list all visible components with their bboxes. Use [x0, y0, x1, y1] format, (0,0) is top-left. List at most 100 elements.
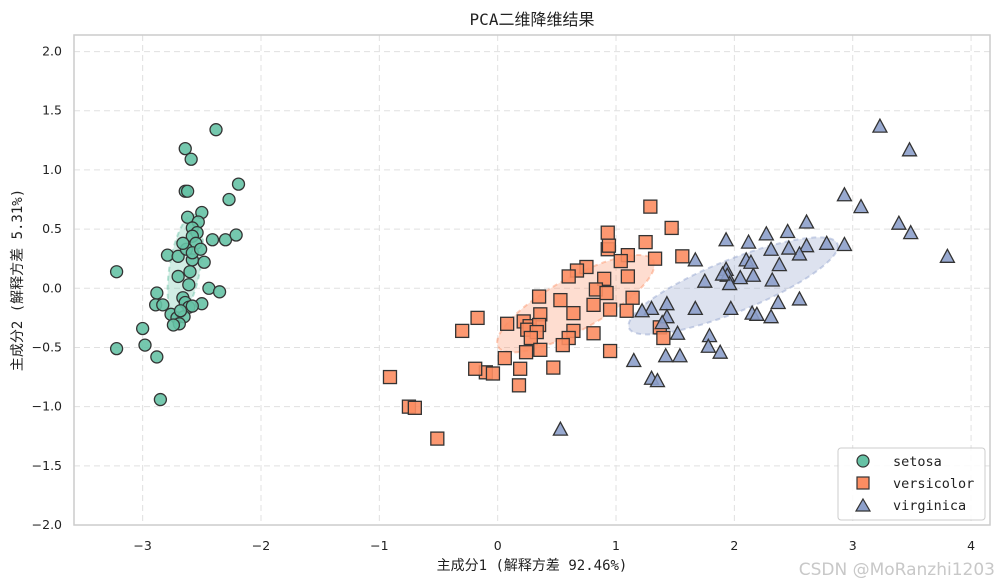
triangle-marker-icon [854, 497, 872, 512]
data-point [656, 330, 671, 346]
data-point [601, 238, 617, 253]
data-point [798, 213, 815, 229]
x-tick-label: −2 [252, 538, 270, 553]
data-point [511, 378, 527, 393]
data-point [109, 265, 124, 279]
data-point [602, 302, 618, 317]
data-point [740, 233, 757, 249]
data-point [468, 361, 483, 376]
data-point [721, 275, 738, 291]
data-point [901, 141, 918, 157]
data-point [407, 400, 422, 415]
data-point [647, 251, 663, 266]
data-point [586, 297, 601, 313]
data-point [798, 237, 815, 253]
data-point [643, 199, 658, 214]
data-point [669, 324, 686, 340]
x-tick-label: −1 [370, 538, 388, 553]
legend-item-versicolor: versicolor [856, 476, 974, 492]
data-point [430, 431, 445, 446]
y-tick-label: −1.5 [32, 458, 62, 473]
y-tick-label: 0.5 [42, 221, 62, 236]
data-point [166, 318, 181, 332]
data-point [561, 269, 576, 284]
data-point [566, 305, 581, 321]
data-point [197, 255, 211, 269]
legend: setosa versicolor virginica [837, 447, 986, 521]
data-point [178, 141, 192, 156]
data-point [762, 308, 780, 324]
x-axis-label: 主成分1 (解释方差 92.46%) [437, 558, 628, 574]
data-point [470, 310, 485, 326]
data-point [499, 316, 515, 331]
legend-box [837, 447, 986, 521]
data-point [714, 265, 731, 281]
data-point [771, 256, 788, 272]
circle-marker-icon [856, 454, 870, 468]
data-point [818, 234, 835, 250]
data-point [209, 123, 223, 137]
data-point [649, 372, 666, 388]
data-point [553, 292, 568, 308]
data-point [231, 177, 246, 191]
data-point [150, 350, 164, 364]
data-point [779, 223, 796, 239]
data-point [643, 300, 660, 316]
data-point [176, 236, 190, 250]
data-point [748, 305, 765, 321]
y-tick-label: 1.5 [42, 103, 62, 118]
data-point [664, 220, 679, 236]
data-point [546, 360, 561, 375]
data-points [109, 117, 956, 446]
x-tick-label: 2 [730, 538, 738, 553]
data-point [171, 269, 185, 284]
data-point [638, 234, 653, 250]
legend-item-setosa: setosa [856, 454, 942, 470]
y-tick-label: −2.0 [32, 517, 62, 532]
data-point [770, 294, 787, 310]
data-point [620, 269, 636, 284]
legend-label: versicolor [893, 476, 974, 492]
data-point [193, 242, 208, 256]
data-point [205, 233, 220, 247]
data-point [212, 285, 227, 299]
data-point [613, 253, 628, 269]
data-point [153, 392, 168, 407]
x-axis-ticks: −3 −2 −1 0 1 2 3 4 [133, 538, 975, 553]
x-tick-label: 3 [849, 538, 857, 553]
data-point [513, 361, 528, 376]
data-point [156, 298, 170, 312]
y-axis-label: 主成分2 (解释方差 5.31%) [10, 189, 26, 371]
data-point [780, 239, 797, 255]
data-point [485, 366, 501, 381]
data-point [229, 228, 243, 242]
data-point [890, 214, 907, 230]
data-point [836, 236, 853, 252]
data-point [696, 272, 713, 288]
data-point [654, 314, 671, 330]
data-point [600, 225, 615, 240]
data-point [185, 299, 199, 313]
data-point [182, 278, 196, 292]
data-point [138, 338, 152, 352]
data-point [758, 225, 775, 241]
data-point [533, 342, 548, 357]
data-point [586, 326, 601, 341]
data-point [742, 253, 760, 269]
x-tick-label: −3 [133, 538, 151, 553]
data-point [150, 286, 164, 300]
data-point [523, 330, 538, 346]
series-virginica [552, 117, 956, 436]
series-versicolor [382, 199, 690, 446]
data-point [109, 341, 124, 356]
y-tick-label: −1.0 [32, 399, 62, 414]
data-point [836, 186, 853, 202]
data-point [602, 343, 618, 359]
data-point [732, 269, 749, 285]
data-point [173, 304, 188, 318]
data-point [382, 369, 398, 385]
data-point [625, 290, 640, 305]
x-tick-label: 1 [612, 538, 620, 553]
data-point [671, 347, 689, 363]
